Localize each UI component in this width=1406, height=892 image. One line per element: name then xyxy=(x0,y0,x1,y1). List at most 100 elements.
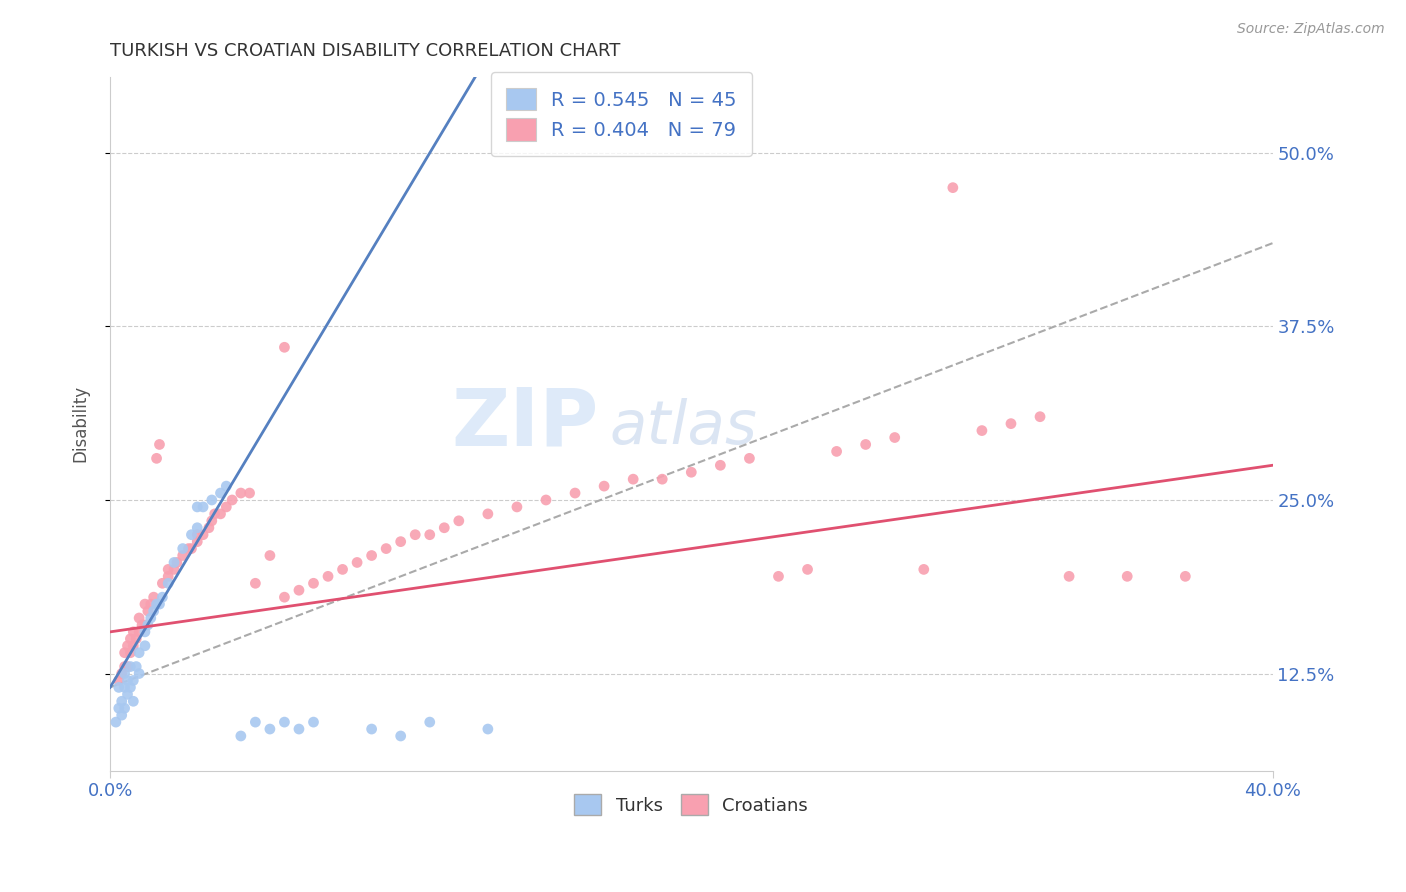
Point xyxy=(534,493,557,508)
Point xyxy=(191,500,214,514)
Point xyxy=(209,486,232,500)
Point xyxy=(738,451,761,466)
Point xyxy=(172,549,194,563)
Point xyxy=(201,514,224,528)
Point xyxy=(128,611,150,625)
Point xyxy=(942,180,965,194)
Point xyxy=(148,597,170,611)
Point xyxy=(142,590,165,604)
Point xyxy=(104,715,127,730)
Point xyxy=(332,562,354,576)
Y-axis label: Disability: Disability xyxy=(72,385,89,462)
Point xyxy=(419,527,441,541)
Point xyxy=(346,556,368,570)
Point xyxy=(111,694,134,708)
Text: atlas: atlas xyxy=(610,398,758,457)
Text: TURKISH VS CROATIAN DISABILITY CORRELATION CHART: TURKISH VS CROATIAN DISABILITY CORRELATI… xyxy=(110,42,620,60)
Point xyxy=(229,729,252,743)
Point xyxy=(259,722,281,736)
Point xyxy=(709,458,731,473)
Point xyxy=(215,479,238,493)
Point xyxy=(1057,569,1080,583)
Point xyxy=(163,556,186,570)
Point xyxy=(288,583,311,598)
Point xyxy=(1029,409,1052,424)
Point xyxy=(114,659,136,673)
Point xyxy=(117,659,139,673)
Point xyxy=(128,624,150,639)
Point xyxy=(177,541,200,556)
Point xyxy=(131,618,153,632)
Point xyxy=(128,666,150,681)
Point xyxy=(186,521,208,535)
Point xyxy=(404,527,426,541)
Point xyxy=(145,597,167,611)
Point xyxy=(389,729,412,743)
Point xyxy=(1000,417,1022,431)
Point xyxy=(122,624,145,639)
Point xyxy=(136,618,159,632)
Point xyxy=(302,576,325,591)
Point xyxy=(215,500,238,514)
Point xyxy=(111,708,134,723)
Point xyxy=(259,549,281,563)
Point xyxy=(288,722,311,736)
Point xyxy=(209,507,232,521)
Point xyxy=(221,493,243,508)
Point xyxy=(970,424,993,438)
Point xyxy=(120,646,142,660)
Point xyxy=(419,715,441,730)
Point xyxy=(186,534,208,549)
Point xyxy=(117,673,139,688)
Point xyxy=(142,604,165,618)
Point xyxy=(375,541,398,556)
Point xyxy=(564,486,586,500)
Point xyxy=(150,576,173,591)
Point xyxy=(201,493,224,508)
Point xyxy=(145,451,167,466)
Point xyxy=(134,618,156,632)
Point xyxy=(163,562,186,576)
Point xyxy=(229,486,252,500)
Point xyxy=(796,562,818,576)
Point xyxy=(125,632,148,646)
Point xyxy=(245,576,267,591)
Point xyxy=(360,722,382,736)
Point xyxy=(117,639,139,653)
Point xyxy=(125,659,148,673)
Point xyxy=(180,527,202,541)
Point xyxy=(302,715,325,730)
Point xyxy=(120,659,142,673)
Point xyxy=(114,666,136,681)
Point xyxy=(477,722,499,736)
Point xyxy=(273,340,295,354)
Point xyxy=(122,694,145,708)
Point xyxy=(128,646,150,660)
Point xyxy=(166,556,188,570)
Point xyxy=(122,673,145,688)
Point xyxy=(107,673,129,688)
Point xyxy=(136,604,159,618)
Point xyxy=(172,541,194,556)
Point xyxy=(134,639,156,653)
Point xyxy=(114,701,136,715)
Point xyxy=(134,597,156,611)
Point xyxy=(120,681,142,695)
Point xyxy=(120,632,142,646)
Point xyxy=(273,715,295,730)
Point xyxy=(681,465,703,479)
Text: Source: ZipAtlas.com: Source: ZipAtlas.com xyxy=(1237,22,1385,37)
Point xyxy=(389,534,412,549)
Point xyxy=(148,437,170,451)
Point xyxy=(447,514,470,528)
Point xyxy=(768,569,790,583)
Point xyxy=(157,562,180,576)
Point xyxy=(122,639,145,653)
Point xyxy=(239,486,262,500)
Point xyxy=(651,472,673,486)
Point xyxy=(1116,569,1139,583)
Point xyxy=(360,549,382,563)
Point xyxy=(273,590,295,604)
Point xyxy=(139,611,162,625)
Point xyxy=(107,681,129,695)
